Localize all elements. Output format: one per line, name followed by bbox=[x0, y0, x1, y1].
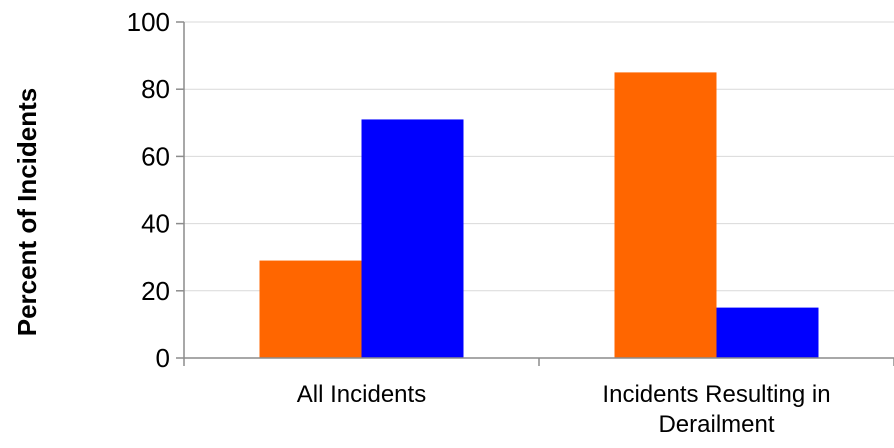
x-category-labels: All Incidents Incidents Resulting in Derai… bbox=[297, 381, 831, 438]
axes bbox=[176, 21, 894, 366]
y-tick-label: 100 bbox=[127, 7, 170, 37]
bar bbox=[361, 119, 464, 358]
bars bbox=[259, 72, 819, 359]
y-tick-label: 80 bbox=[141, 74, 170, 104]
bar bbox=[614, 72, 717, 359]
x-category-label: Derailment bbox=[658, 411, 774, 438]
y-tick-label: 0 bbox=[156, 343, 170, 373]
gridlines bbox=[184, 21, 894, 292]
x-category-label: All Incidents bbox=[297, 381, 426, 408]
y-axis-title: Percent of Incidents bbox=[12, 88, 42, 337]
y-tick-label: 40 bbox=[141, 209, 170, 239]
bar bbox=[716, 307, 819, 358]
y-tick-labels: 0 20 40 60 80 100 bbox=[127, 7, 170, 373]
y-tick-label: 60 bbox=[141, 141, 170, 171]
x-category-label: Incidents Resulting in bbox=[602, 381, 830, 408]
y-tick-label: 20 bbox=[141, 276, 170, 306]
bar bbox=[259, 260, 362, 358]
